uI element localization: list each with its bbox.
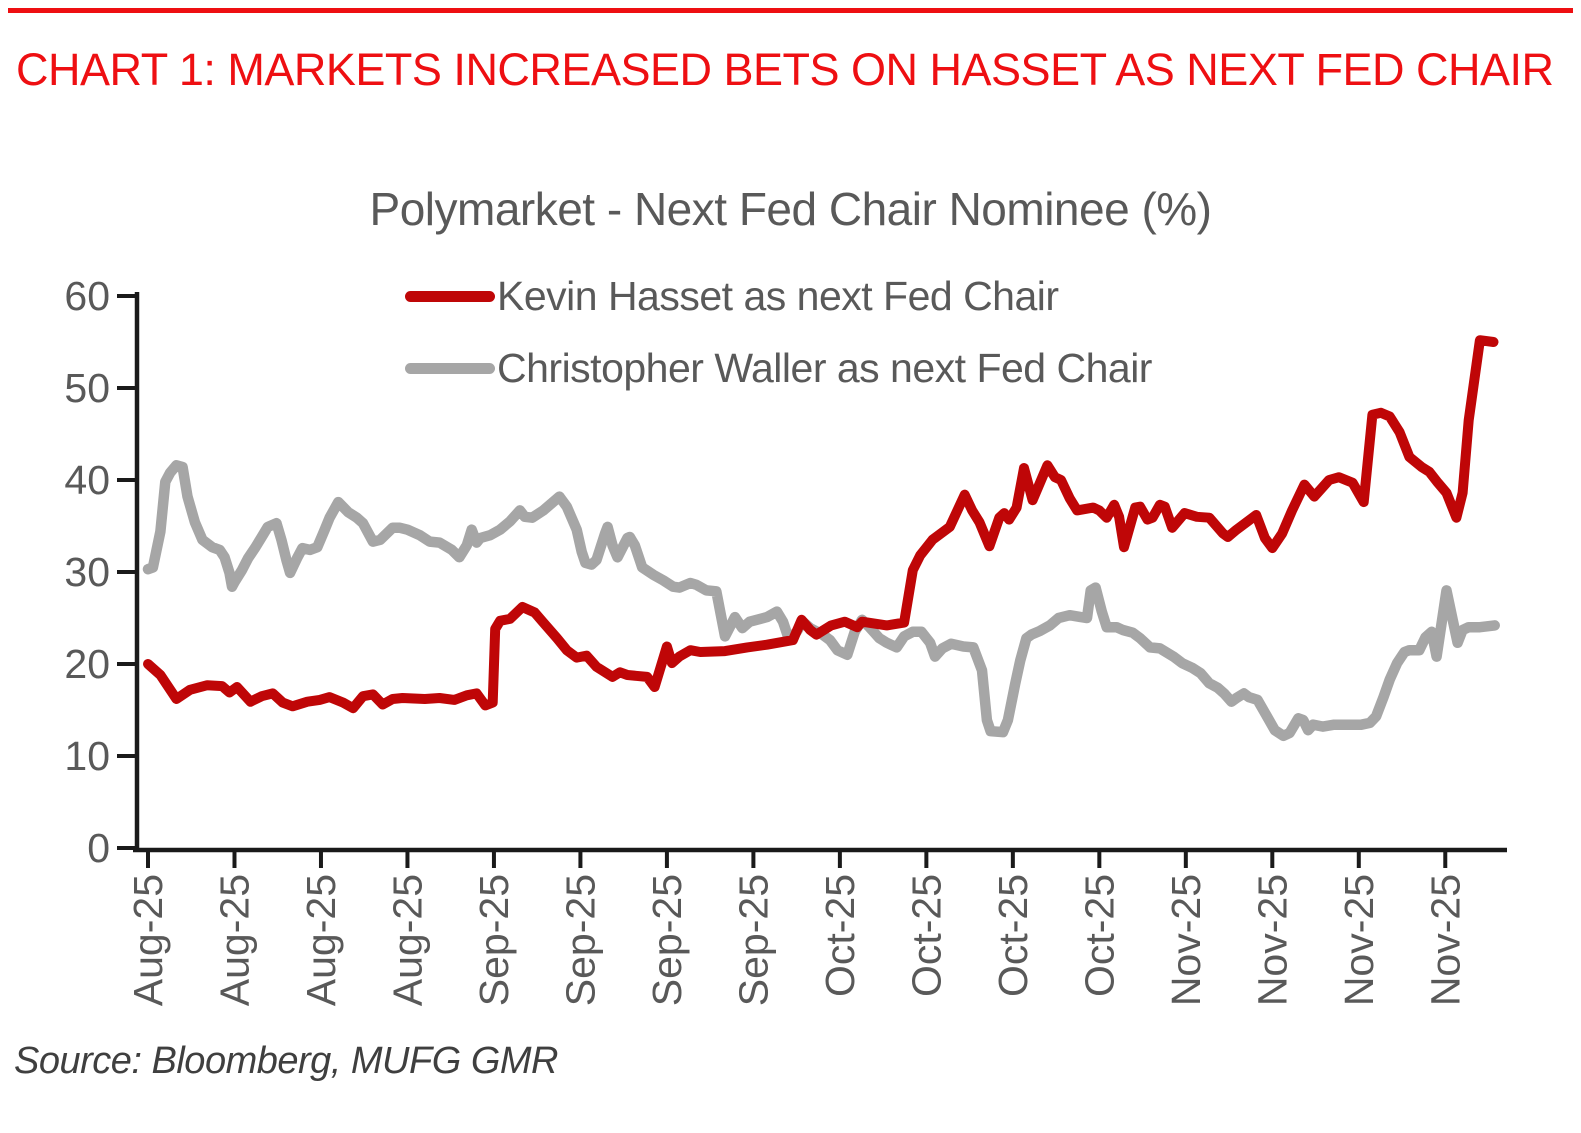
x-tick-label: Sep-25 <box>471 874 517 1006</box>
x-tick-label: Nov-25 <box>1163 874 1209 1006</box>
y-tick-label: 30 <box>64 549 110 595</box>
x-tick-label: Sep-25 <box>730 874 776 1006</box>
x-tick-label: Nov-25 <box>1249 874 1295 1006</box>
legend-label-hasset: Kevin Hasset as next Fed Chair <box>497 273 1059 319</box>
waller-line-swatch <box>405 363 495 374</box>
report-chart-heading: CHART 1: MARKETS INCREASED BETS ON HASSE… <box>16 44 1554 95</box>
source-note: Source: Bloomberg, MUFG GMR <box>14 1040 558 1082</box>
x-tick-label: Oct-25 <box>903 874 949 997</box>
x-tick-label: Oct-25 <box>817 874 863 997</box>
x-tick-label: Aug-25 <box>211 874 257 1006</box>
x-tick-label: Oct-25 <box>990 874 1036 997</box>
y-tick-label: 0 <box>87 825 110 871</box>
legend-label-waller: Christopher Waller as next Fed Chair <box>497 345 1152 391</box>
x-tick-label: Sep-25 <box>644 874 690 1006</box>
x-tick-label: Oct-25 <box>1076 874 1122 997</box>
y-tick-label: 20 <box>64 641 110 687</box>
y-tick-label: 50 <box>64 365 110 411</box>
legend-item-hasset: Kevin Hasset as next Fed Chair <box>405 276 1152 317</box>
x-tick-label: Aug-25 <box>125 874 171 1006</box>
hasset-line-swatch <box>405 291 495 302</box>
x-tick-label: Nov-25 <box>1422 874 1468 1006</box>
x-tick-label: Nov-25 <box>1336 874 1382 1006</box>
header-accent-rule <box>8 8 1573 13</box>
chart-legend: Kevin Hasset as next Fed Chair Christoph… <box>405 276 1152 420</box>
y-tick-label: 60 <box>64 273 110 319</box>
hasset-series-line <box>143 335 1499 714</box>
y-tick-label: 40 <box>64 457 110 503</box>
x-tick-label: Aug-25 <box>298 874 344 1006</box>
x-tick-label: Sep-25 <box>557 874 603 1006</box>
x-tick-label: Aug-25 <box>384 874 430 1006</box>
y-tick-label: 10 <box>64 733 110 779</box>
legend-item-waller: Christopher Waller as next Fed Chair <box>405 348 1152 389</box>
chart-title: Polymarket - Next Fed Chair Nominee (%) <box>369 183 1212 235</box>
